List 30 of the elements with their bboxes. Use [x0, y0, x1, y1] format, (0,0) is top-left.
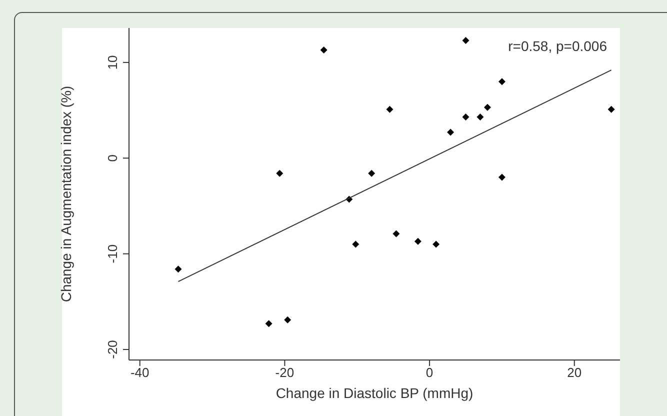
x-axis-title: Change in Diastolic BP (mmHg)	[276, 385, 474, 401]
y-tick-label: -20	[105, 340, 120, 359]
point	[352, 240, 360, 248]
point	[432, 240, 440, 248]
point	[386, 106, 394, 113]
x-tick-label: 0	[426, 365, 434, 380]
annotation: r=0.58, p=0.006	[508, 38, 607, 54]
point	[462, 113, 470, 120]
x-tick-label: -40	[130, 365, 150, 380]
point	[265, 320, 272, 328]
point	[484, 104, 491, 111]
point	[320, 46, 328, 54]
y-axis-title: Change in Augmentation index (%)	[58, 86, 74, 302]
point	[392, 230, 400, 238]
y-tick-label: 0	[105, 154, 120, 162]
y-tick-label: 10	[105, 55, 120, 70]
point	[498, 78, 506, 86]
point	[414, 238, 422, 245]
y-tick-label: -10	[105, 244, 120, 264]
point	[276, 170, 284, 177]
point	[368, 170, 376, 177]
point	[462, 36, 470, 44]
point	[174, 266, 182, 273]
x-tick-label: -20	[275, 365, 294, 380]
x-tick-label: 20	[567, 365, 582, 380]
point	[476, 113, 484, 120]
point	[447, 128, 454, 136]
point	[498, 174, 506, 181]
point	[284, 316, 292, 324]
point	[608, 106, 615, 113]
